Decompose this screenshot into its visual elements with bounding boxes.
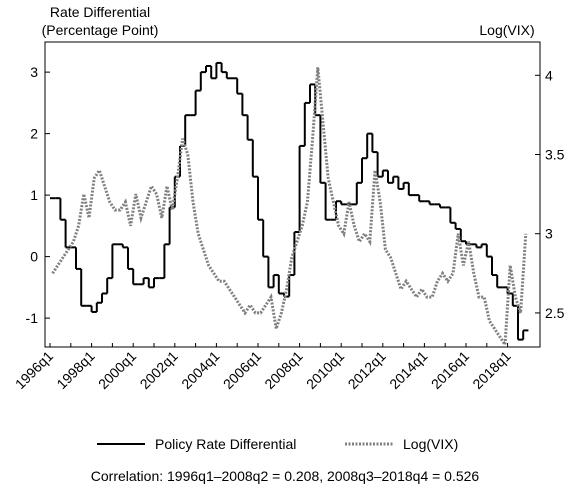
vix-line xyxy=(51,67,528,350)
y-axis-label: (Percentage Point) xyxy=(42,22,159,38)
y2-tick-label: 4 xyxy=(545,67,553,83)
y-axis-label: Rate Differential xyxy=(50,4,150,20)
y2-tick-label: 2.5 xyxy=(545,305,565,321)
x-tick-label: 2014q1 xyxy=(386,348,430,392)
y-tick-label: 3 xyxy=(30,64,38,80)
legend-label: Log(VIX) xyxy=(403,436,458,452)
x-tick-label: 2016q1 xyxy=(428,348,472,392)
y-tick-label: 1 xyxy=(30,187,38,203)
x-tick-label: 1996q1 xyxy=(12,348,56,392)
x-tick-label: 2006q1 xyxy=(220,348,264,392)
x-tick-label: 2008q1 xyxy=(261,348,305,392)
x-tick-label: 2012q1 xyxy=(345,348,389,392)
note: Correlation: 1996q1–2008q2 = 0.208, 2008… xyxy=(91,468,480,484)
x-tick-label: 2000q1 xyxy=(95,348,139,392)
y2-tick-label: 3.5 xyxy=(545,146,565,162)
y-tick-label: -1 xyxy=(26,310,39,326)
y-tick-label: 0 xyxy=(30,249,38,265)
y2-tick-label: 3 xyxy=(545,226,553,242)
plot-frame xyxy=(44,41,541,348)
x-tick-label: 2018q1 xyxy=(469,348,513,392)
x-tick-label: 1998q1 xyxy=(53,348,97,392)
y2-axis-label: Log(VIX) xyxy=(479,22,534,38)
x-tick-label: 2002q1 xyxy=(137,348,181,392)
x-tick-label: 2004q1 xyxy=(178,348,222,392)
legend-label: Policy Rate Differential xyxy=(155,436,296,452)
x-tick-label: 2010q1 xyxy=(303,348,347,392)
y-tick-label: 2 xyxy=(30,126,38,142)
